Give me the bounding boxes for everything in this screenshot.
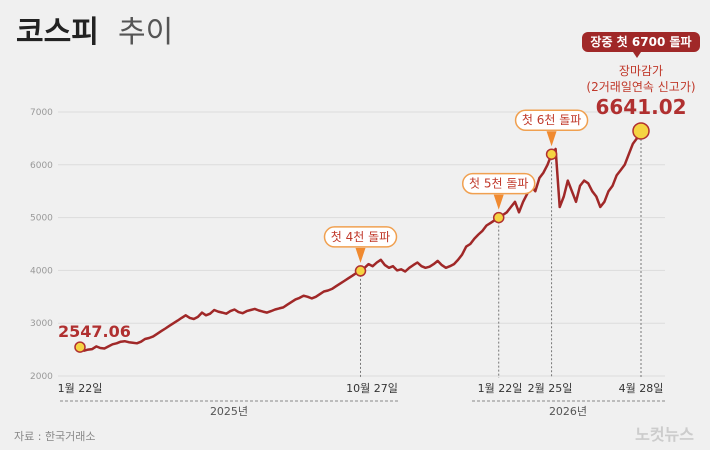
callout-label: 첫 6천 돌파	[522, 112, 581, 127]
event-marker	[545, 148, 558, 160]
event-callouts: 첫 4천 돌파 첫 5천 돌파 첫 6천 돌파	[323, 109, 589, 263]
y-axis: 2000 3000 4000 5000 6000 7000	[30, 108, 53, 382]
y-tick-label: 7000	[30, 108, 53, 118]
event-callout: 첫 6천 돌파	[514, 109, 589, 147]
event-callout: 첫 5천 돌파	[461, 172, 536, 210]
event-callout: 첫 4천 돌파	[323, 226, 398, 263]
y-tick-label: 4000	[30, 266, 53, 276]
year-label-2025: 2025년	[210, 405, 248, 418]
event-marker	[74, 341, 86, 353]
chart-title: 코스피	[16, 15, 99, 50]
logo: 노컷뉴스	[635, 425, 694, 444]
year-label-2026: 2026년	[549, 405, 587, 418]
callout-label: 첫 4천 돌파	[331, 229, 390, 244]
y-tick-label: 2000	[30, 372, 53, 382]
y-tick-label: 3000	[30, 319, 53, 329]
final-annotation: 장중 첫 6700 돌파 장마감가 (2거래일연속 신고가) 6641.02	[582, 32, 700, 119]
event-marker	[632, 122, 650, 140]
record-badge-text: 장중 첫 6700 돌파	[590, 34, 691, 49]
x-tick-label: 4월 28일	[619, 381, 664, 395]
x-tick-label: 1월 22일	[58, 381, 103, 395]
source-text: 자료 : 한국거래소	[14, 430, 96, 443]
chart-title-sub: 추이	[118, 15, 173, 50]
x-tick-label: 2월 25일	[528, 381, 573, 395]
y-tick-label: 5000	[30, 214, 53, 224]
event-marker	[492, 211, 505, 224]
x-tick-label: 1월 22일	[478, 381, 523, 395]
final-note-line2: (2거래일연속 신고가)	[586, 80, 695, 94]
callout-label: 첫 5천 돌파	[469, 176, 528, 191]
record-badge-pointer	[633, 52, 641, 58]
final-note-line1: 장마감가	[619, 64, 663, 78]
event-marker	[354, 265, 367, 277]
start-value-label: 2547.06	[58, 322, 131, 341]
callout-pointer	[546, 131, 557, 147]
event-drop-lines	[360, 130, 642, 378]
x-tick-label: 10월 27일	[346, 381, 398, 395]
final-value: 6641.02	[595, 95, 686, 119]
callout-box	[514, 109, 589, 131]
event-markers	[74, 122, 650, 353]
callout-box	[323, 226, 398, 248]
x-axis: 1월 22일 10월 27일 1월 22일 2월 25일 4월 28일	[58, 381, 664, 395]
record-badge	[582, 32, 700, 52]
callout-pointer	[493, 194, 504, 210]
callout-box	[461, 172, 536, 195]
y-tick-label: 6000	[30, 161, 53, 171]
callout-pointer	[355, 247, 366, 263]
